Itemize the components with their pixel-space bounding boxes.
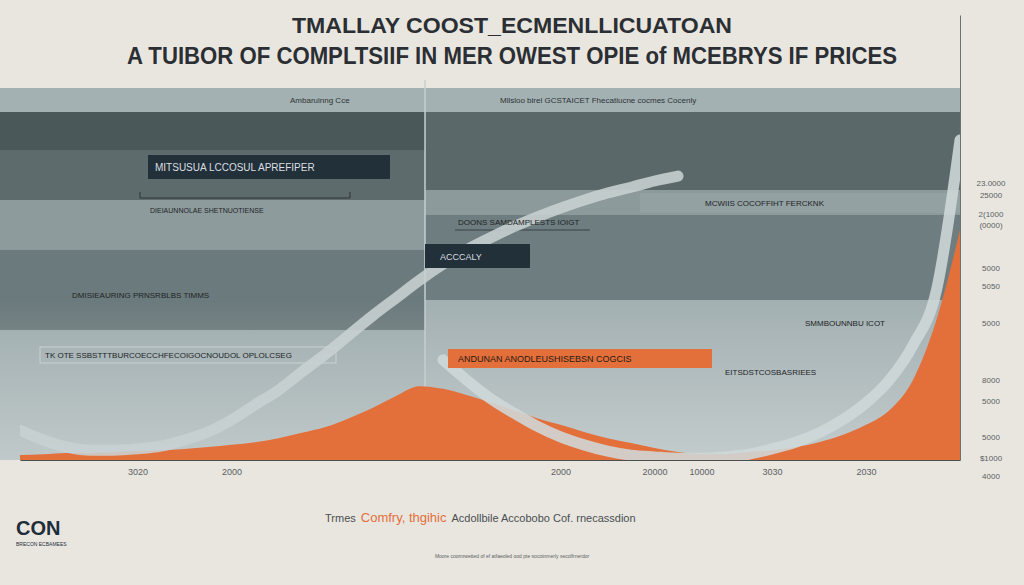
- panel-band: [0, 88, 425, 112]
- annotation: 5050: [982, 282, 1000, 291]
- panel-band: [0, 112, 425, 150]
- chart-svg: 3020 2000 2000 20000 10000 3030 2030 TMALLAY CO…: [0, 0, 1024, 585]
- x-tick-label: 2000: [222, 467, 242, 477]
- background: [0, 0, 1024, 585]
- annotation: $1000: [980, 454, 1003, 463]
- x-axis: 3020 2000 2000 20000 10000 3030 2030: [21, 461, 961, 478]
- annotation: DMISIEAURING PRNSRBLBS TIMMS: [72, 291, 209, 300]
- annotation: Comfry, thgihic: [361, 510, 447, 525]
- panel-band: [425, 190, 960, 215]
- panel-band: [425, 112, 960, 190]
- x-tick-label: 2030: [856, 467, 876, 477]
- panels: [0, 80, 960, 460]
- title: TMALLAY COOST_ECMENLLICUATOAN: [292, 13, 732, 38]
- annotation: ANDUNAN ANODLEUSHISEBSN COGCIS: [458, 354, 632, 364]
- panel-strip: [640, 193, 960, 213]
- x-tick-label: 10000: [689, 467, 714, 477]
- line-series: [20, 176, 678, 450]
- annotation: BRECON ECBAMEES: [16, 541, 67, 547]
- x-tick: 2000: [551, 467, 571, 477]
- x-tick: 3020: [128, 467, 148, 477]
- annotation-box: [425, 244, 530, 268]
- annotation: 8000: [982, 376, 1000, 385]
- annotation-box: [148, 155, 390, 179]
- x-tick: 20000: [642, 467, 667, 477]
- x-tick: 10000: [689, 467, 714, 477]
- y-axis-line: [960, 16, 961, 461]
- annotation: 4000: [982, 472, 1000, 481]
- annotation: 5000: [982, 319, 1000, 328]
- annotation: 23.0000: [977, 179, 1006, 188]
- panel-band: [425, 88, 960, 112]
- annotation: Moore coomrwetted of ef atfaeoled ood pt…: [435, 553, 590, 559]
- annotation: 5000: [982, 433, 1000, 442]
- x-tick: 2000: [222, 467, 242, 477]
- chart-container: 3020 2000 2000 20000 10000 3030 2030 TMALLAY CO…: [0, 0, 1024, 585]
- x-tick: 3030: [762, 467, 782, 477]
- panel-band: [0, 200, 425, 250]
- area-series: [20, 230, 960, 460]
- annotation: 5000: [982, 264, 1000, 273]
- x-axis-line: [21, 460, 961, 461]
- annotation-box: [40, 347, 336, 363]
- annotation: (0000): [979, 221, 1002, 230]
- annotation: 2(1000: [979, 210, 1004, 219]
- annotation: EITSDSTCOSBASRIEES: [725, 368, 816, 377]
- subtitle: A TUIBOR OF COMPLTSIIF IN MER OWEST OPIE…: [127, 42, 897, 69]
- annotation: Mllsloo birel GCSTAICET Fhecatiucne cocm…: [500, 96, 696, 105]
- annotation: DIEIAUNNOLAE SHETNUOTIENSE: [150, 207, 264, 214]
- annotation: MITSUSUA LCCOSUL APREFIPER: [155, 162, 315, 173]
- annotations: Ambaruinng Cce Mllsloo birel GCSTAICET Fh…: [16, 96, 1006, 559]
- plot-area: [20, 140, 960, 460]
- x-tick: 2030: [856, 467, 876, 477]
- annotation: CON: [16, 517, 60, 539]
- annotation: SMMBOUNNBU ICOT: [805, 319, 885, 328]
- panel-band: [0, 150, 425, 200]
- x-tick-label: 3030: [762, 467, 782, 477]
- x-tick-label: 3020: [128, 467, 148, 477]
- annotation: MCWIIS COCOFFIHT FERCKNK: [705, 199, 825, 208]
- x-tick-label: 20000: [642, 467, 667, 477]
- annotation-box: [448, 349, 712, 368]
- bracket: [140, 192, 350, 198]
- annotation: DOONS SAMDAMPLESTS IOIGT: [458, 218, 579, 227]
- annotation: 5000: [982, 397, 1000, 406]
- annotation: TK OTE SSBSTTTBURCOECCHFECOIGOCNOUDOL OP…: [45, 351, 292, 360]
- annotation: Ambaruinng Cce: [290, 96, 350, 105]
- rule: [455, 230, 590, 231]
- x-tick-label: 2000: [551, 467, 571, 477]
- annotation: ACCCALY: [440, 252, 482, 262]
- annotation: Acdollbile Accobobo Cof. rnecassdion: [452, 512, 636, 524]
- y-axis: [960, 16, 961, 461]
- annotation: Trmes: [325, 512, 356, 524]
- annotation: 25000: [980, 191, 1003, 200]
- line-series: [443, 140, 960, 458]
